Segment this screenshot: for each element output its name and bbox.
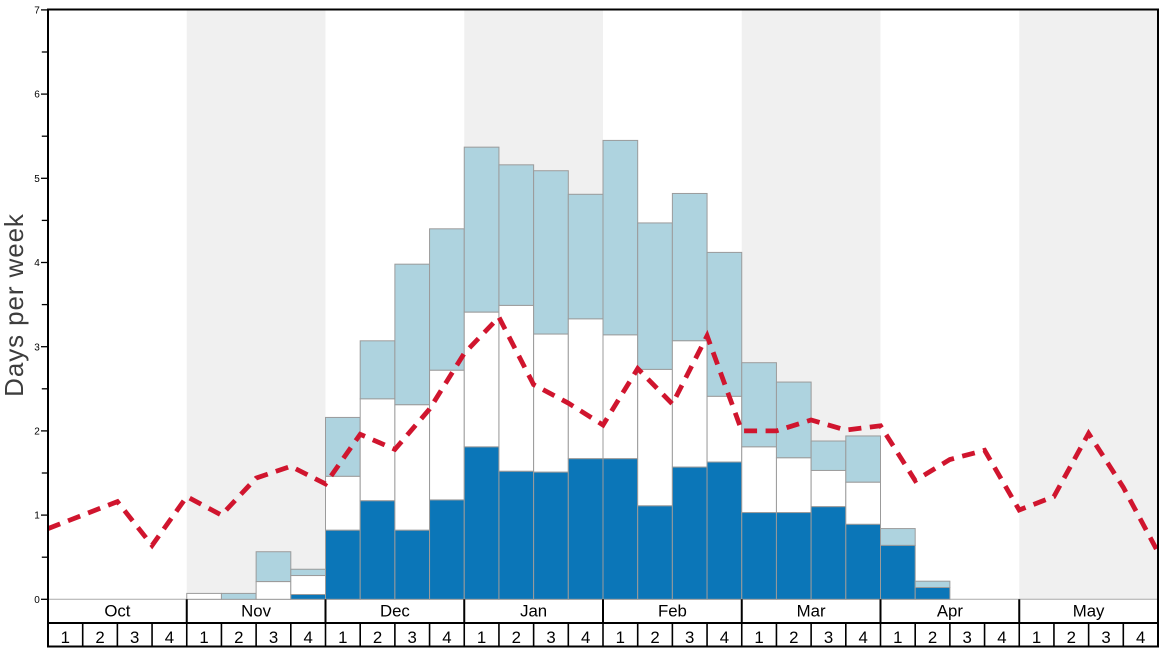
svg-text:3: 3 (408, 628, 417, 647)
svg-text:Apr: Apr (937, 601, 964, 620)
svg-text:4: 4 (165, 628, 174, 647)
svg-text:2: 2 (34, 427, 40, 438)
svg-text:1: 1 (199, 628, 208, 647)
svg-text:4: 4 (720, 628, 729, 647)
svg-text:2: 2 (789, 628, 798, 647)
svg-text:4: 4 (997, 628, 1006, 647)
svg-text:3: 3 (269, 628, 278, 647)
svg-text:Days per week: Days per week (0, 213, 29, 397)
svg-text:1: 1 (338, 628, 347, 647)
svg-text:3: 3 (963, 628, 972, 647)
svg-text:5: 5 (34, 174, 40, 185)
svg-text:4: 4 (1136, 628, 1145, 647)
svg-text:Dec: Dec (380, 601, 410, 620)
svg-text:4: 4 (859, 628, 868, 647)
svg-text:4: 4 (304, 628, 313, 647)
svg-text:2: 2 (650, 628, 659, 647)
svg-text:2: 2 (512, 628, 521, 647)
svg-text:Mar: Mar (797, 601, 826, 620)
svg-text:1: 1 (34, 511, 40, 522)
svg-text:2: 2 (928, 628, 937, 647)
svg-text:3: 3 (546, 628, 555, 647)
svg-text:May: May (1073, 601, 1105, 620)
svg-text:2: 2 (234, 628, 243, 647)
svg-text:7: 7 (34, 6, 40, 17)
svg-text:4: 4 (581, 628, 590, 647)
svg-text:0: 0 (34, 595, 40, 606)
svg-text:1: 1 (616, 628, 625, 647)
svg-text:3: 3 (34, 342, 40, 353)
svg-text:4: 4 (34, 258, 40, 269)
svg-text:1: 1 (477, 628, 486, 647)
svg-text:3: 3 (685, 628, 694, 647)
svg-text:2: 2 (1067, 628, 1076, 647)
svg-text:Feb: Feb (658, 601, 687, 620)
svg-text:1: 1 (754, 628, 763, 647)
svg-text:1: 1 (61, 628, 70, 647)
svg-text:3: 3 (824, 628, 833, 647)
svg-text:2: 2 (95, 628, 104, 647)
svg-text:4: 4 (442, 628, 451, 647)
svg-text:Oct: Oct (104, 601, 130, 620)
svg-text:6: 6 (34, 90, 40, 101)
svg-text:3: 3 (130, 628, 139, 647)
svg-text:1: 1 (1032, 628, 1041, 647)
svg-text:3: 3 (1101, 628, 1110, 647)
svg-text:Jan: Jan (520, 601, 547, 620)
svg-text:2: 2 (373, 628, 382, 647)
svg-text:1: 1 (893, 628, 902, 647)
svg-text:Nov: Nov (241, 601, 271, 620)
